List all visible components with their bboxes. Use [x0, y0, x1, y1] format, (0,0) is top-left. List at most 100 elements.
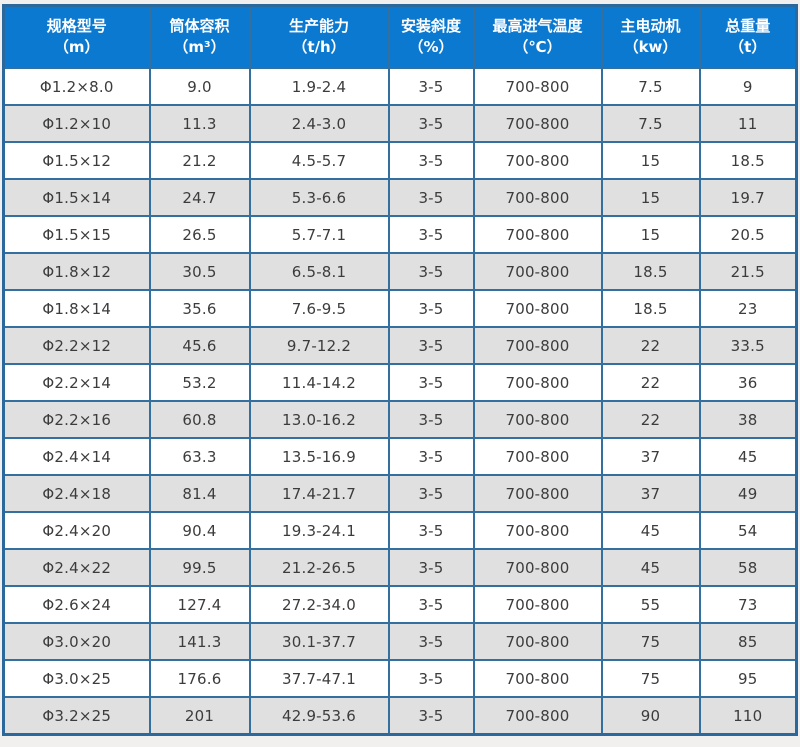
- table-cell: Φ2.2×12: [2, 326, 151, 365]
- table-cell: 75: [600, 659, 701, 698]
- table-cell: 81.4: [148, 474, 251, 513]
- table-cell: 45.6: [148, 326, 251, 365]
- table-row: Φ2.6×24 127.4 27.2-34.0 3-5 700-800 55 73: [2, 585, 798, 624]
- table-cell: 700-800: [472, 252, 603, 291]
- table-row: Φ2.4×20 90.4 19.3-24.1 3-5 700-800 45 54: [2, 511, 798, 550]
- table-cell: 13.5-16.9: [248, 437, 390, 476]
- table-cell: 6.5-8.1: [248, 252, 390, 291]
- table-cell: 700-800: [472, 289, 603, 328]
- table-cell: Φ1.5×14: [2, 178, 151, 217]
- table-cell: 3-5: [387, 548, 475, 587]
- table-row: Φ2.2×12 45.6 9.7-12.2 3-5 700-800 22 33.5: [2, 326, 798, 365]
- table-cell: 22: [600, 400, 701, 439]
- table-row: Φ1.2×10 11.3 2.4-3.0 3-5 700-800 7.5 11: [2, 104, 798, 143]
- table-cell: 3-5: [387, 104, 475, 143]
- table-cell: 27.2-34.0: [248, 585, 390, 624]
- table-cell: Φ1.2×10: [2, 104, 151, 143]
- table-row: Φ3.0×25 176.6 37.7-47.1 3-5 700-800 75 95: [2, 659, 798, 698]
- table-cell: 26.5: [148, 215, 251, 254]
- table-header: 规格型号 （m） 筒体容积 （m³） 生产能力 （t/h） 安装斜度 （%） 最高进气温度 （℃）…: [2, 4, 798, 69]
- table-cell: 3-5: [387, 326, 475, 365]
- table-cell: 45: [698, 437, 798, 476]
- table-cell: 3-5: [387, 659, 475, 698]
- table-cell: 7.6-9.5: [248, 289, 390, 328]
- spec-table: 规格型号 （m） 筒体容积 （m³） 生产能力 （t/h） 安装斜度 （%） 最高进气温度 （℃）…: [2, 4, 798, 736]
- table-cell: 13.0-16.2: [248, 400, 390, 439]
- table-cell: Φ2.4×20: [2, 511, 151, 550]
- table-cell: 9.0: [148, 67, 251, 106]
- table-cell: 42.9-53.6: [248, 696, 390, 736]
- table-cell: 3-5: [387, 67, 475, 106]
- table-row: Φ2.2×14 53.2 11.4-14.2 3-5 700-800 22 36: [2, 363, 798, 402]
- table-cell: 7.5: [600, 104, 701, 143]
- column-title: 生产能力: [288, 17, 349, 35]
- table-cell: 141.3: [148, 622, 251, 661]
- table-cell: 18.5: [600, 252, 701, 291]
- table-cell: 3-5: [387, 511, 475, 550]
- table-cell: 99.5: [148, 548, 251, 587]
- column-title: 主电动机: [620, 17, 681, 35]
- table-cell: 73: [698, 585, 798, 624]
- table-cell: 700-800: [472, 178, 603, 217]
- table-cell: 11.4-14.2: [248, 363, 390, 402]
- column-unit: （t）: [729, 38, 767, 56]
- table-cell: 9: [698, 67, 798, 106]
- table-cell: 21.2-26.5: [248, 548, 390, 587]
- table-cell: 19.3-24.1: [248, 511, 390, 550]
- table-cell: Φ3.0×25: [2, 659, 151, 698]
- table-row: Φ1.5×15 26.5 5.7-7.1 3-5 700-800 15 20.5: [2, 215, 798, 254]
- table-cell: 700-800: [472, 511, 603, 550]
- table-cell: 30.5: [148, 252, 251, 291]
- table-cell: 3-5: [387, 400, 475, 439]
- column-unit: （t/h）: [292, 38, 346, 56]
- table-body: Φ1.2×8.0 9.0 1.9-2.4 3-5 700-800 7.5 9 Φ1.2×10 1…: [2, 67, 798, 736]
- table-cell: 3-5: [387, 141, 475, 180]
- table-row: Φ2.2×16 60.8 13.0-16.2 3-5 700-800 22 38: [2, 400, 798, 439]
- table-cell: 700-800: [472, 363, 603, 402]
- table-cell: 24.7: [148, 178, 251, 217]
- table-row: Φ1.2×8.0 9.0 1.9-2.4 3-5 700-800 7.5 9: [2, 67, 798, 106]
- table-cell: 700-800: [472, 326, 603, 365]
- table-cell: 4.5-5.7: [248, 141, 390, 180]
- table-cell: 11.3: [148, 104, 251, 143]
- table-cell: 53.2: [148, 363, 251, 402]
- table-cell: 35.6: [148, 289, 251, 328]
- column-title: 筒体容积: [169, 17, 230, 35]
- table-row: Φ1.8×12 30.5 6.5-8.1 3-5 700-800 18.5 21.5: [2, 252, 798, 291]
- table-cell: 54: [698, 511, 798, 550]
- table-cell: 176.6: [148, 659, 251, 698]
- table-cell: 49: [698, 474, 798, 513]
- table-cell: 700-800: [472, 474, 603, 513]
- table-cell: 38: [698, 400, 798, 439]
- table-cell: 75: [600, 622, 701, 661]
- table-cell: 15: [600, 178, 701, 217]
- table-cell: 3-5: [387, 363, 475, 402]
- table-cell: 95: [698, 659, 798, 698]
- table-cell: 37: [600, 474, 701, 513]
- table-cell: Φ2.2×16: [2, 400, 151, 439]
- table-cell: 700-800: [472, 696, 603, 736]
- table-cell: 60.8: [148, 400, 251, 439]
- table-cell: 18.5: [600, 289, 701, 328]
- table-cell: 90: [600, 696, 701, 736]
- table-cell: 3-5: [387, 622, 475, 661]
- table-cell: 45: [600, 548, 701, 587]
- table-row: Φ3.2×25 201 42.9-53.6 3-5 700-800 90 110: [2, 696, 798, 736]
- table-cell: 3-5: [387, 289, 475, 328]
- table-cell: 700-800: [472, 400, 603, 439]
- header-row: 规格型号 （m） 筒体容积 （m³） 生产能力 （t/h） 安装斜度 （%） 最高进气温度 （℃）…: [2, 4, 798, 69]
- table-cell: 5.3-6.6: [248, 178, 390, 217]
- table-cell: 20.5: [698, 215, 798, 254]
- table-cell: 19.7: [698, 178, 798, 217]
- table-cell: 45: [600, 511, 701, 550]
- table-row: Φ2.4×22 99.5 21.2-26.5 3-5 700-800 45 58: [2, 548, 798, 587]
- table-cell: 700-800: [472, 622, 603, 661]
- table-cell: 58: [698, 548, 798, 587]
- table-row: Φ2.4×14 63.3 13.5-16.9 3-5 700-800 37 45: [2, 437, 798, 476]
- table-cell: 3-5: [387, 437, 475, 476]
- table-cell: 3-5: [387, 696, 475, 736]
- column-title: 总重量: [725, 17, 771, 35]
- column-header: 生产能力 （t/h）: [248, 4, 390, 69]
- table-cell: Φ3.2×25: [2, 696, 151, 736]
- table-row: Φ3.0×20 141.3 30.1-37.7 3-5 700-800 75 85: [2, 622, 798, 661]
